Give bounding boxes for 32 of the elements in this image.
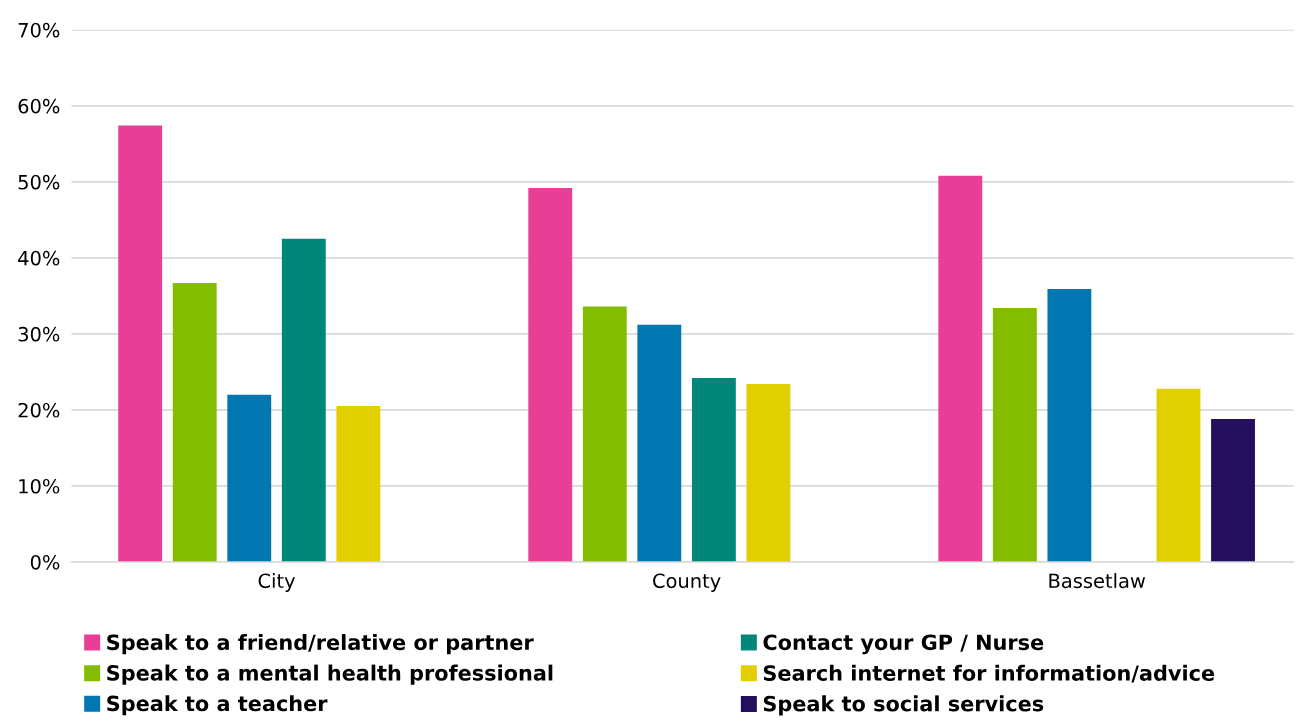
bar: [118, 125, 163, 562]
bar: [637, 324, 682, 562]
y-tick-label: 70%: [18, 22, 60, 38]
y-tick-label: 40%: [18, 250, 60, 266]
x-tick-label: County: [653, 573, 721, 592]
y-tick-label: 60%: [18, 98, 60, 114]
bar: [1156, 388, 1201, 562]
legend-label: Speak to a friend/relative or partner: [107, 634, 534, 655]
bar: [1047, 289, 1092, 562]
bar: [746, 384, 791, 562]
legend-label: Speak to a teacher: [107, 695, 328, 716]
legend-label: Search internet for information/advice: [763, 664, 1215, 683]
bar: [336, 406, 381, 562]
bar: [938, 175, 983, 562]
bar: [1211, 419, 1255, 562]
bar: [227, 394, 272, 562]
bar: [281, 238, 326, 562]
y-tick-label: 30%: [18, 326, 60, 342]
y-tick-label: 20%: [18, 402, 60, 418]
legend-label: Speak to a mental health professional: [107, 664, 553, 685]
legend-label: Speak to social services: [763, 695, 1044, 716]
y-tick-label: 10%: [19, 478, 60, 494]
y-tick-label: 50%: [18, 174, 60, 190]
bar: [528, 187, 573, 562]
bar: [992, 308, 1037, 562]
bar: [582, 306, 627, 562]
legend-label: Contact your GP / Nurse: [763, 634, 1044, 655]
bar: [691, 377, 736, 562]
y-tick-label: 0%: [30, 554, 60, 570]
x-tick-label: Bassetlaw: [1049, 573, 1146, 589]
bar: [172, 282, 217, 562]
x-tick-label: City: [258, 573, 296, 592]
